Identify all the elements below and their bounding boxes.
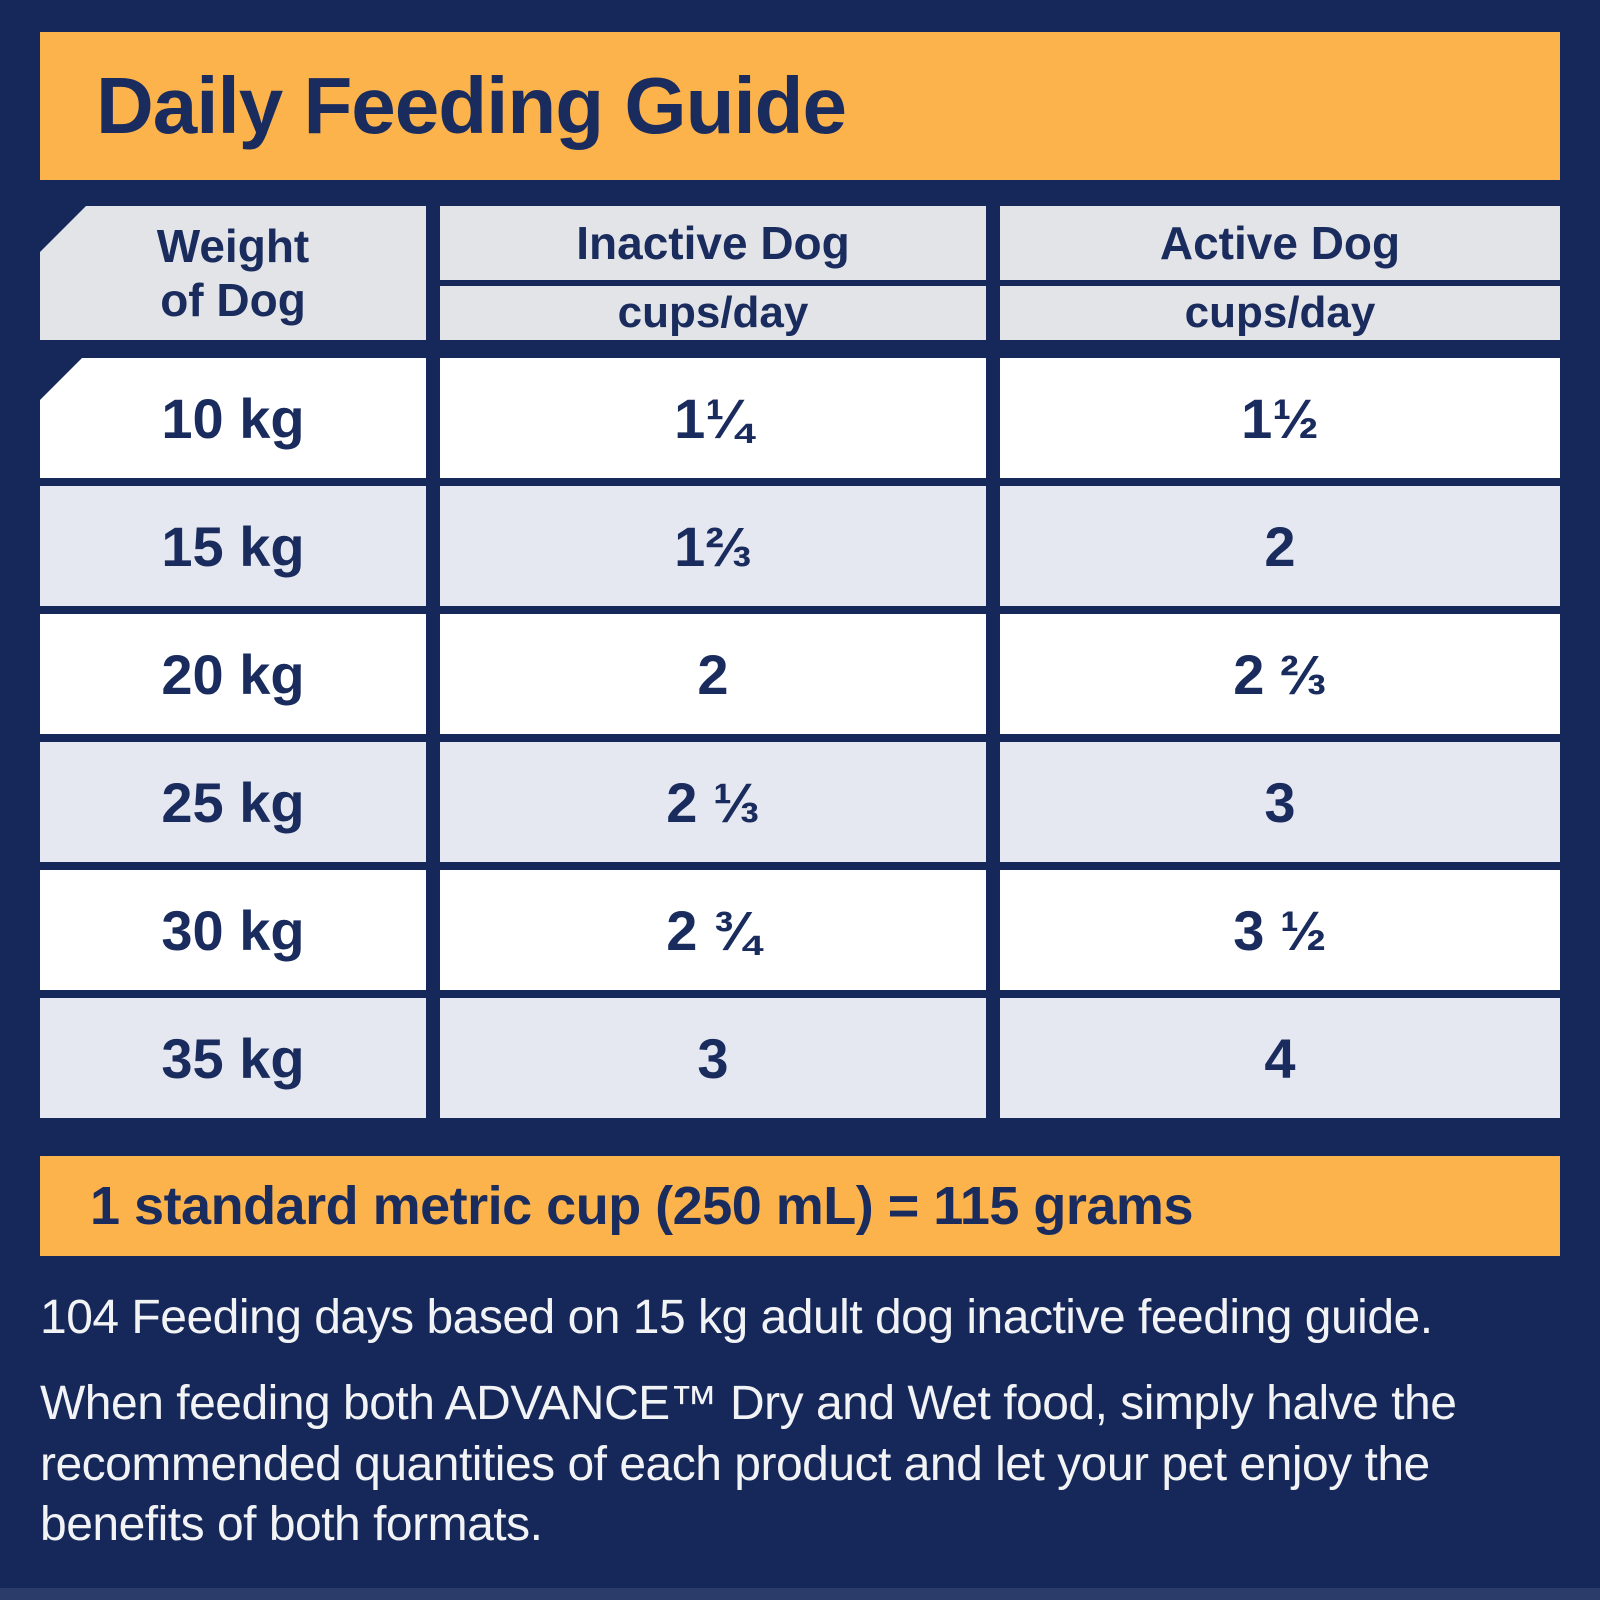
title-banner: Daily Feeding Guide (40, 32, 1560, 180)
active-cups-value: 3 (1000, 742, 1560, 862)
bottom-strip (0, 1588, 1600, 1600)
inactive-cups-value: 1⅔ (440, 486, 986, 606)
feeding-table: Weight of Dog Inactive Dog cups/day Acti… (40, 206, 1560, 1118)
inactive-unit-label: cups/day (440, 286, 986, 340)
active-cups-value: 2 ⅔ (1000, 614, 1560, 734)
table-row: 25 kg 2 ⅓ 3 (40, 742, 1560, 862)
active-cups-value: 3 ½ (1000, 870, 1560, 990)
inactive-cups-value: 2 ¾ (440, 870, 986, 990)
table-header-row: Weight of Dog Inactive Dog cups/day Acti… (40, 206, 1560, 340)
weight-value: 20 kg (40, 614, 426, 734)
weight-value: 30 kg (40, 870, 426, 990)
active-cups-value: 2 (1000, 486, 1560, 606)
inactive-cups-value: 3 (440, 998, 986, 1118)
table-body: 10 kg 1¼ 1½ 15 kg 1⅔ 2 20 kg 2 2 ⅔ 25 kg… (40, 358, 1560, 1118)
weight-value: 15 kg (40, 486, 426, 606)
weight-value: 25 kg (40, 742, 426, 862)
table-row: 15 kg 1⅔ 2 (40, 486, 1560, 606)
weight-header-line1: Weight (156, 219, 310, 272)
weight-header-cell: Weight of Dog (40, 206, 426, 340)
active-cups-value: 4 (1000, 998, 1560, 1118)
table-row: 20 kg 2 2 ⅔ (40, 614, 1560, 734)
weight-value: 35 kg (40, 998, 426, 1118)
inactive-dog-label: Inactive Dog (440, 206, 986, 280)
table-row: 35 kg 3 4 (40, 998, 1560, 1118)
inactive-header-cell: Inactive Dog cups/day (440, 206, 986, 340)
active-unit-label: cups/day (1000, 286, 1560, 340)
active-dog-label: Active Dog (1000, 206, 1560, 280)
cup-conversion-note: 1 standard metric cup (250 mL) = 115 gra… (90, 1176, 1193, 1236)
inactive-cups-value: 2 ⅓ (440, 742, 986, 862)
inactive-cups-value: 2 (440, 614, 986, 734)
page-title: Daily Feeding Guide (96, 61, 847, 150)
cup-conversion-banner: 1 standard metric cup (250 mL) = 115 gra… (40, 1156, 1560, 1256)
footnote-mixed-feeding: When feeding both ADVANCE™ Dry and Wet f… (40, 1377, 1457, 1552)
weight-header-line2: of Dog (160, 274, 306, 326)
table-row: 30 kg 2 ¾ 3 ½ (40, 870, 1560, 990)
footnotes: 104 Feeding days based on 15 kg adult do… (40, 1288, 1564, 1582)
header-divider (440, 280, 986, 286)
footnote-feeding-days: 104 Feeding days based on 15 kg adult do… (40, 1291, 1433, 1344)
table-row: 10 kg 1¼ 1½ (40, 358, 1560, 478)
header-divider (1000, 280, 1560, 286)
inactive-cups-value: 1¼ (440, 358, 986, 478)
active-cups-value: 1½ (1000, 358, 1560, 478)
active-header-cell: Active Dog cups/day (1000, 206, 1560, 340)
weight-value: 10 kg (40, 358, 426, 478)
